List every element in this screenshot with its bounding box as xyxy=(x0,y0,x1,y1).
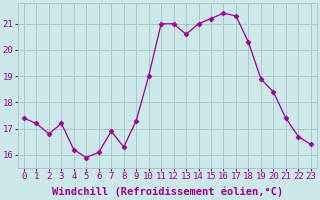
X-axis label: Windchill (Refroidissement éolien,°C): Windchill (Refroidissement éolien,°C) xyxy=(52,187,283,197)
